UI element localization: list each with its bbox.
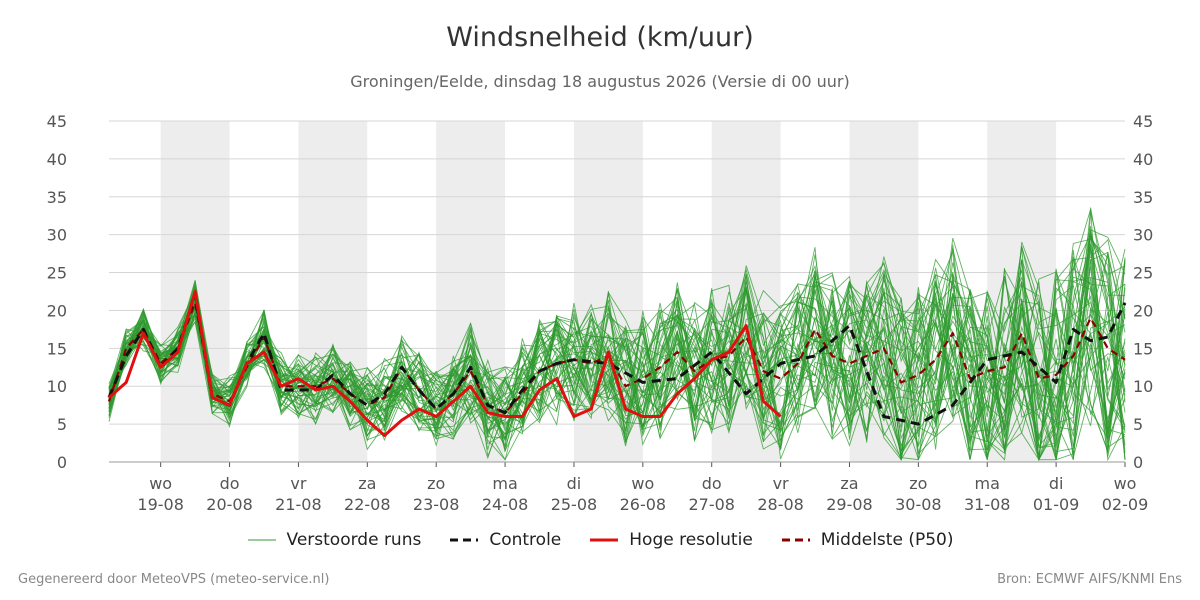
x-tick-day-11: zo — [909, 474, 927, 493]
ensemble-member-38 — [108, 232, 1126, 460]
x-tick-day-14: wo — [1114, 474, 1137, 493]
ensemble-member-29 — [108, 262, 1126, 450]
chart-title: Windsnelheid (km/uur) — [446, 22, 754, 53]
legend-label-2: Hoge resolutie — [629, 530, 753, 550]
y-tick-left-35: 35 — [47, 188, 67, 207]
y-tick-left-30: 30 — [47, 226, 67, 245]
legend: Verstoorde runs Controle Hoge resolutie Mid… — [0, 530, 1200, 551]
ensemble-member-20 — [108, 273, 1126, 457]
x-tick-date-6: 25-08 — [551, 495, 598, 514]
x-tick-date-10: 29-08 — [826, 495, 873, 514]
legend-label-1: Controle — [489, 530, 562, 550]
ensemble-member-49 — [108, 232, 1126, 458]
y-tick-right-0: 0 — [1133, 453, 1143, 472]
x-tick-date-11: 30-08 — [895, 495, 942, 514]
y-tick-left-0: 0 — [57, 453, 67, 472]
x-tick-day-13: di — [1049, 474, 1064, 493]
x-tick-date-1: 20-08 — [206, 495, 253, 514]
legend-item-1: Controle — [449, 530, 561, 550]
ensemble-member-43 — [108, 268, 1126, 462]
legend-label-3: Middelste (P50) — [820, 530, 954, 550]
y-tick-left-5: 5 — [57, 415, 67, 434]
x-tick-day-12: ma — [975, 474, 1000, 493]
x-tick-date-13: 01-09 — [1033, 495, 1080, 514]
y-tick-right-30: 30 — [1133, 226, 1153, 245]
x-tick-date-9: 28-08 — [757, 495, 804, 514]
x-tick-date-14: 02-09 — [1102, 495, 1149, 514]
y-tick-right-40: 40 — [1133, 150, 1153, 169]
ensemble-member-37 — [108, 251, 1126, 461]
y-tick-left-40: 40 — [47, 150, 67, 169]
y-tick-left-15: 15 — [47, 339, 67, 358]
y-tick-right-25: 25 — [1133, 264, 1153, 283]
x-tick-date-3: 22-08 — [344, 495, 391, 514]
legend-item-3: Middelste (P50) — [781, 530, 954, 550]
x-tick-day-6: di — [567, 474, 582, 493]
x-tick-date-12: 31-08 — [964, 495, 1011, 514]
x-tick-day-2: vr — [290, 474, 306, 493]
x-tick-day-4: zo — [427, 474, 445, 493]
x-tick-date-0: 19-08 — [137, 495, 184, 514]
y-tick-right-5: 5 — [1133, 415, 1143, 434]
y-tick-right-20: 20 — [1133, 301, 1153, 320]
legend-item-0: Verstoorde runs — [247, 530, 422, 550]
y-tick-left-45: 45 — [47, 112, 67, 131]
series-middelste-line — [107, 301, 1126, 414]
x-tick-day-5: ma — [492, 474, 517, 493]
x-tick-date-7: 26-08 — [620, 495, 667, 514]
ensemble-member-48 — [108, 256, 1126, 449]
y-tick-left-10: 10 — [47, 377, 67, 396]
y-tick-left-20: 20 — [47, 301, 67, 320]
x-tick-day-8: do — [702, 474, 722, 493]
x-tick-day-1: do — [220, 474, 240, 493]
main-series — [107, 290, 1127, 437]
y-tick-right-45: 45 — [1133, 112, 1153, 131]
axes: 0 0 5 5 10 10 15 15 20 20 25 25 30 30 35 35 40 40 45 45 wo 19… — [47, 112, 1154, 514]
legend-swatch-0 — [247, 539, 276, 541]
legend-swatch-1 — [450, 538, 479, 542]
y-tick-right-15: 15 — [1133, 339, 1153, 358]
x-tick-day-0: wo — [149, 474, 172, 493]
chart-subtitle: Groningen/Eelde, dinsdag 18 augustus 202… — [350, 72, 850, 91]
x-tick-day-10: za — [840, 474, 858, 493]
legend-item-2: Hoge resolutie — [589, 530, 753, 550]
y-tick-right-10: 10 — [1133, 377, 1153, 396]
legend-swatch-3 — [781, 538, 810, 542]
legend-swatch-2 — [590, 538, 619, 542]
ensemble-member-32 — [108, 243, 1126, 461]
x-tick-day-3: za — [358, 474, 376, 493]
x-tick-date-5: 24-08 — [482, 495, 529, 514]
x-tick-date-2: 21-08 — [275, 495, 322, 514]
legend-label-0: Verstoorde runs — [286, 530, 422, 550]
y-tick-right-35: 35 — [1133, 188, 1153, 207]
ensemble-member-46 — [108, 283, 1126, 457]
footer-source: Bron: ECMWF AIFS/KNMI Ens — [997, 572, 1182, 587]
x-tick-date-4: 23-08 — [413, 495, 460, 514]
y-tick-left-25: 25 — [47, 264, 67, 283]
ensemble-member-50 — [108, 281, 1126, 461]
ensemble-member-22 — [108, 267, 1126, 460]
footer-credit: Gegenereerd door MeteoVPS (meteo-service… — [18, 572, 330, 587]
x-tick-day-9: vr — [773, 474, 789, 493]
x-tick-day-7: wo — [631, 474, 654, 493]
x-tick-date-8: 27-08 — [688, 495, 735, 514]
ensemble-member-39 — [108, 268, 1126, 460]
series-hoge-resolutie-line — [108, 290, 782, 437]
ensemble-member-45 — [108, 250, 1126, 451]
